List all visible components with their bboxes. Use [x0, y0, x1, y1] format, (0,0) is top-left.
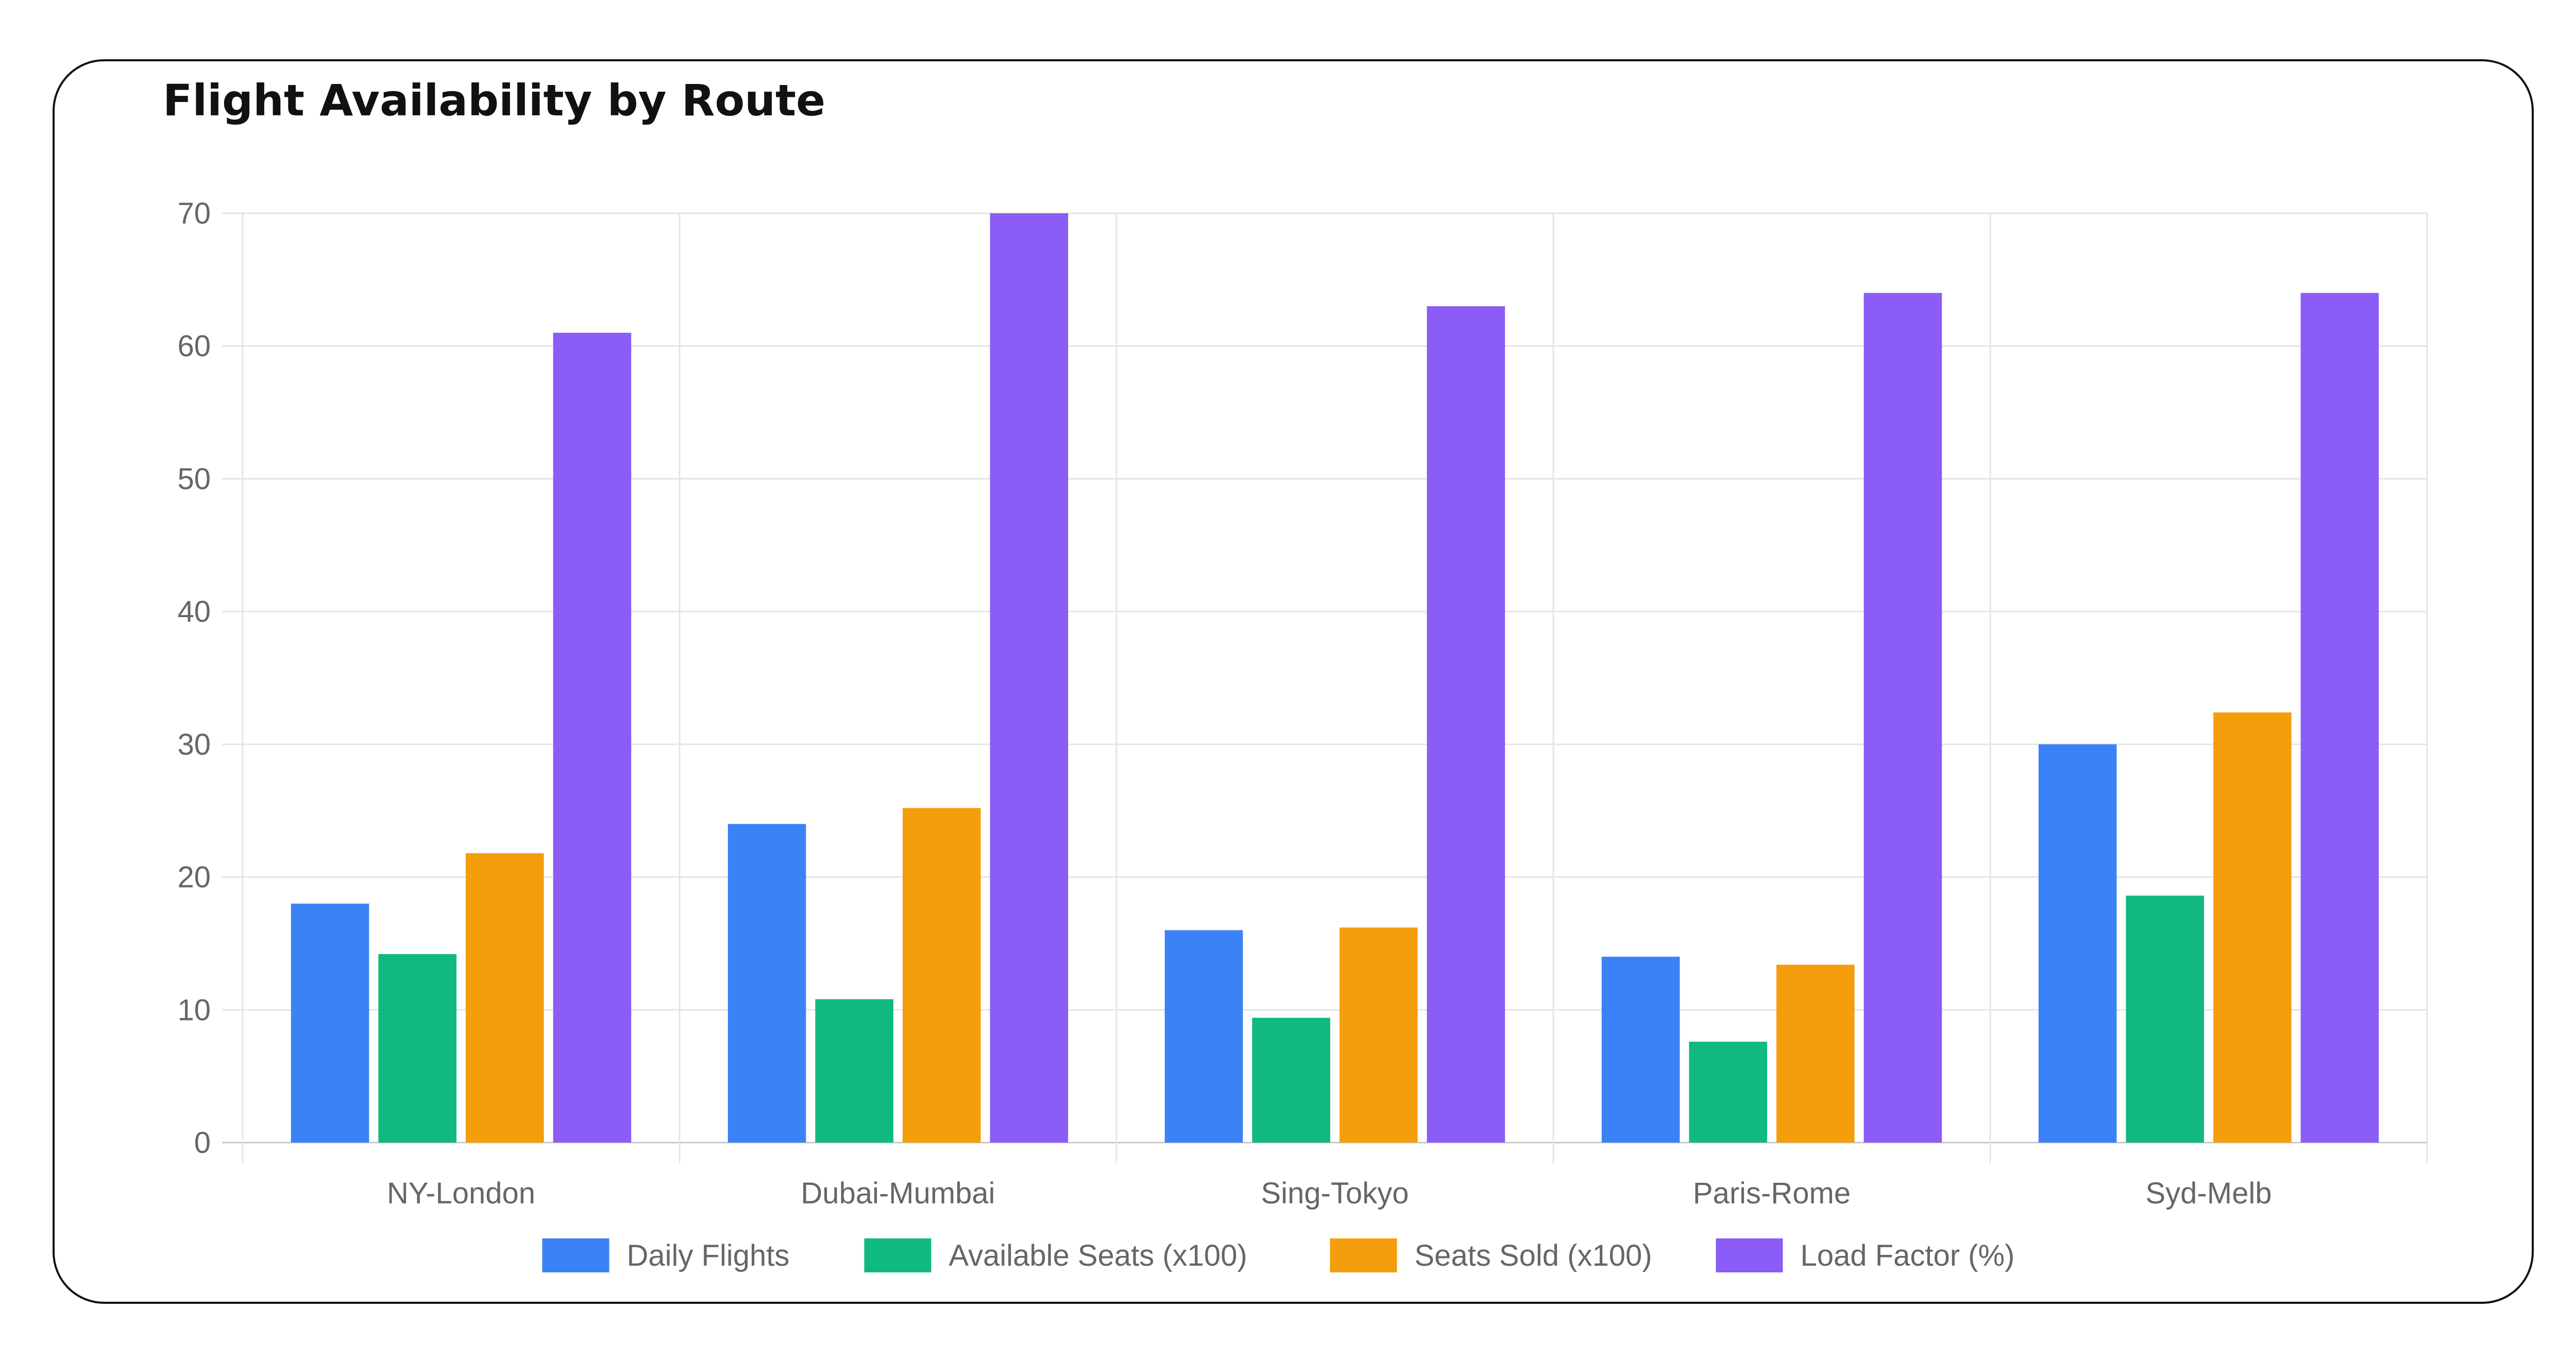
bar[interactable]	[903, 808, 981, 1143]
legend-item[interactable]: Available Seats (x100)	[864, 1238, 1247, 1272]
legend-item[interactable]: Seats Sold (x100)	[1330, 1238, 1652, 1272]
bar[interactable]	[1340, 927, 1418, 1143]
legend-swatch	[1330, 1238, 1397, 1272]
legend: Daily Flights Available Seats (x100) Seats…	[542, 1238, 2015, 1272]
y-tick-label: 0	[194, 1126, 211, 1160]
bar[interactable]	[815, 999, 893, 1143]
bar[interactable]	[2126, 895, 2204, 1143]
bar[interactable]	[553, 332, 632, 1143]
x-tick-label: Sing-Tokyo	[1261, 1177, 1409, 1210]
legend-label: Load Factor (%)	[1801, 1239, 2015, 1272]
bar[interactable]	[1689, 1042, 1767, 1143]
bar[interactable]	[1776, 964, 1855, 1143]
bar[interactable]	[2213, 712, 2292, 1143]
bar[interactable]	[291, 904, 369, 1143]
x-tick-label: NY-London	[387, 1177, 535, 1210]
x-tick-label: Dubai-Mumbai	[801, 1177, 995, 1210]
y-tick-label: 20	[177, 861, 211, 894]
axis-layer: 0 10 20 30 40 50 60 70 NY-London Dubai-Mumbai Sing…	[177, 197, 2272, 1210]
bars-layer	[291, 213, 2379, 1143]
legend-swatch	[1716, 1238, 1783, 1272]
y-tick-label: 70	[177, 197, 211, 230]
bar[interactable]	[990, 213, 1069, 1143]
bar[interactable]	[1863, 293, 1942, 1143]
bar[interactable]	[1252, 1017, 1330, 1143]
legend-swatch	[542, 1238, 609, 1272]
legend-label: Available Seats (x100)	[949, 1239, 1247, 1272]
bar[interactable]	[727, 824, 806, 1143]
x-tick-label: Syd-Melb	[2146, 1177, 2272, 1210]
bar[interactable]	[2038, 744, 2117, 1143]
legend-label: Daily Flights	[627, 1239, 790, 1272]
legend-label: Seats Sold (x100)	[1415, 1239, 1652, 1272]
x-tick-label: Paris-Rome	[1693, 1177, 1851, 1210]
bar[interactable]	[378, 954, 456, 1143]
legend-swatch	[864, 1238, 931, 1272]
chart-title: Flight Availability by Route	[163, 75, 826, 126]
bar[interactable]	[1601, 957, 1680, 1143]
legend-item[interactable]: Load Factor (%)	[1716, 1238, 2015, 1272]
y-tick-label: 50	[177, 462, 211, 496]
bar[interactable]	[1164, 930, 1243, 1143]
bar[interactable]	[466, 853, 544, 1143]
y-tick-label: 10	[177, 993, 211, 1027]
bar[interactable]	[2300, 293, 2379, 1143]
bar[interactable]	[1427, 306, 1505, 1143]
y-tick-label: 40	[177, 595, 211, 628]
y-tick-label: 30	[177, 728, 211, 761]
legend-item[interactable]: Daily Flights	[542, 1238, 790, 1272]
y-tick-label: 60	[177, 330, 211, 363]
